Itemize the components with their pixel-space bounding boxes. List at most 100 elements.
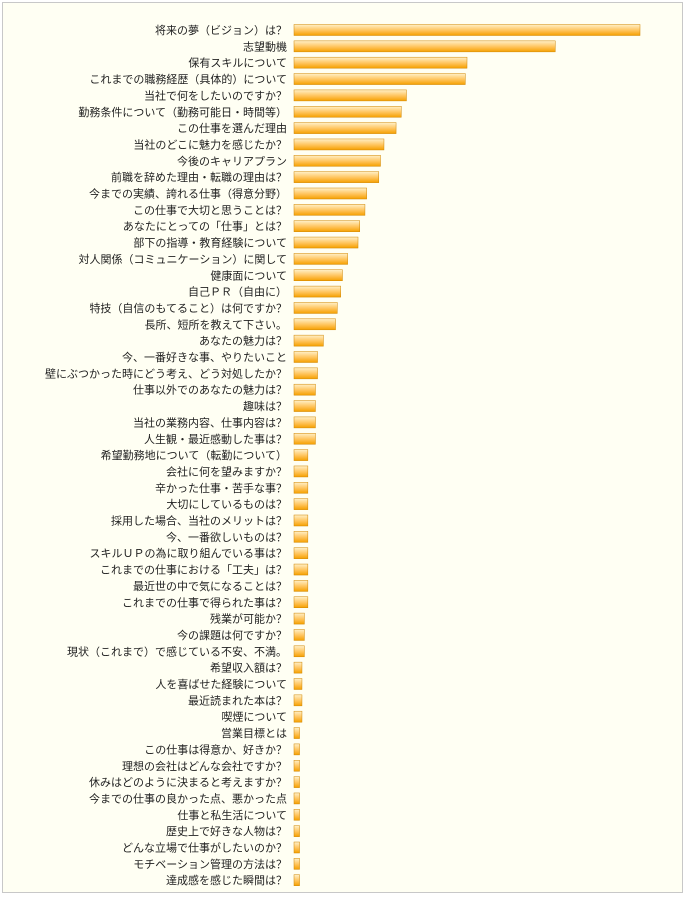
bar [293, 825, 300, 837]
category-label: 長所、短所を教えて下さい。 [145, 317, 287, 331]
bar [293, 367, 318, 380]
category-label: 壁にぶつかった時にどう考え、どう対処したか？ [45, 366, 287, 380]
bar [293, 416, 316, 429]
bar [293, 236, 359, 249]
bar [293, 531, 309, 543]
bar [293, 138, 385, 151]
category-label: 今までの実績、誇れる仕事（得意分野） [89, 187, 287, 201]
bar [293, 547, 309, 559]
category-label: 今の課題は何ですか？ [177, 628, 287, 642]
category-label: あなたにとっての「仕事」とは？ [123, 220, 287, 233]
category-label: 採用した場合、当社のメリットは？ [111, 514, 287, 528]
category-label: あなたの魅力は？ [199, 334, 287, 348]
category-label: 会社に何を望みますか？ [166, 464, 287, 478]
bar [293, 563, 309, 576]
bar [293, 678, 303, 690]
category-label: この仕事を選んだ理由 [177, 121, 287, 135]
category-label: 将来の夢（ビジョン）は？ [155, 24, 287, 37]
category-label: 仕事と私生活について [177, 808, 287, 822]
bar [293, 433, 316, 445]
category-label: 喫煙について [221, 711, 287, 724]
bar [293, 187, 367, 200]
bar [293, 171, 380, 183]
bar [293, 727, 300, 739]
bar [293, 220, 360, 232]
bar [293, 694, 303, 707]
category-label: 大切にしているものは？ [166, 497, 287, 511]
category-label: 自己ＰＲ（自由に） [188, 285, 287, 299]
bar [293, 710, 303, 723]
bar [293, 334, 324, 347]
category-label: 対人関係（コミュニケーション）に関して [79, 252, 287, 266]
category-label: スキルＵＰの為に取り組んでいる事は？ [90, 546, 287, 560]
chart-frame [2, 2, 683, 893]
bar [293, 400, 316, 412]
bar [293, 40, 556, 53]
bar [293, 155, 381, 167]
category-label: 人生観・最近感動した事は？ [144, 432, 287, 446]
category-label: 残業が可能か？ [210, 612, 287, 626]
bar [293, 269, 343, 281]
category-label: 部下の指導・教育経験について [133, 236, 287, 250]
category-label: 辛かった仕事・苦手な事？ [155, 481, 287, 495]
bar [293, 449, 309, 461]
category-label: これまでの職務経歴（具体的）について [89, 72, 287, 86]
bar [293, 302, 338, 314]
category-label: この仕事は得意か、好きか？ [144, 742, 287, 756]
bar [293, 465, 309, 478]
category-label: 休みはどのように決まると考えますか？ [89, 776, 287, 789]
bar [293, 612, 305, 625]
category-label: 理想の会社はどんな会社ですか？ [122, 759, 287, 773]
category-labels: 将来の夢（ビジョン）は？ 志望動機保有スキルについてこれまでの職務経歴（具体的）に… [45, 24, 287, 887]
bar [293, 89, 407, 102]
category-label: 希望収入額は？ [210, 661, 287, 675]
category-label: 営業目標とは [221, 726, 287, 740]
bar [293, 514, 309, 527]
category-label: 健康面について [210, 268, 287, 282]
bar [293, 841, 300, 854]
category-label: 歴史上で好きな人物は？ [166, 824, 287, 838]
category-label: 当社の業務内容、仕事内容は？ [133, 415, 287, 429]
bar [293, 56, 468, 69]
bar [293, 24, 641, 36]
category-label: 人を喜ばせた経験について [155, 677, 287, 691]
category-label: 今までの仕事の良かった点、悪かった点 [89, 791, 287, 805]
bar [293, 629, 305, 641]
bar [293, 73, 466, 85]
category-label: これまでの仕事における「工夫」は？ [100, 564, 287, 577]
category-label: 今後のキャリアプラン [177, 154, 287, 168]
bar [293, 351, 318, 363]
bar [293, 858, 300, 870]
bar [293, 792, 300, 805]
category-label: 希望勤務地について（転勤について） [101, 448, 287, 462]
category-label: 達成感を感じた瞬間は？ [166, 874, 287, 887]
bar [293, 106, 402, 118]
category-label: 特技（自信のもてること）は何ですか？ [89, 301, 287, 315]
bar [293, 122, 397, 134]
category-label: 当社で何をしたいのですか？ [144, 88, 287, 102]
category-label: この仕事で大切と思うことは？ [133, 203, 287, 217]
category-label: 前職を辞めた理由・転職の理由は？ [111, 170, 287, 184]
category-label: 当社のどこに魅力を感じたか？ [133, 137, 287, 151]
bar [293, 661, 303, 674]
bar [293, 760, 300, 772]
category-label: 今、一番好きな事、やりたいこと [122, 350, 287, 364]
category-label: 保有スキルについて [188, 56, 287, 70]
bar [293, 482, 309, 494]
bar [293, 204, 366, 216]
category-label: 勤務条件について（勤務可能日・時間等） [78, 105, 287, 119]
category-label: 最近世の中で気になることは？ [133, 579, 287, 593]
category-label: これまでの仕事で得られた事は？ [122, 596, 287, 609]
category-label: 仕事以外でのあなたの魅力は？ [133, 383, 287, 397]
bar [293, 809, 300, 821]
category-label: 現状（これまで）で感じている不安、不満。 [67, 644, 287, 658]
bar [293, 596, 309, 608]
bar [293, 253, 348, 265]
bar [293, 645, 305, 658]
bar [293, 776, 300, 788]
category-label: 今、一番欲しいものは？ [166, 530, 287, 544]
category-label: モチベーション管理の方法は？ [133, 857, 287, 871]
category-label: どんな立場で仕事がしたいのか？ [122, 841, 287, 855]
bar [293, 318, 336, 331]
bar [293, 580, 309, 592]
